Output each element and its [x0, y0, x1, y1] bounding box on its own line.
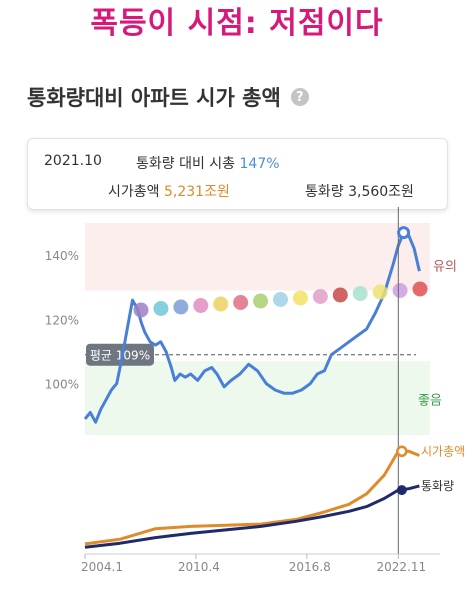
series-label-market-cap: 시가총액 [421, 444, 465, 458]
decorative-dot [213, 296, 229, 312]
x-tick-label: 2022.11 [377, 560, 427, 574]
ratio-cursor-point [397, 226, 411, 240]
headline: 폭등이 시점: 저점이다 [90, 6, 384, 41]
decorative-dot [233, 295, 249, 310]
decorative-dot [392, 283, 408, 298]
tooltip-mcap-value: 5,231조원 [163, 184, 230, 200]
decorative-dot [312, 289, 328, 304]
tooltip-ratio-label: 통화량 대비 시총 [136, 156, 236, 172]
tooltip-market-cap: 시가총액 5,231조원 [108, 181, 230, 201]
decorative-dot [153, 301, 169, 316]
decorative-dot [193, 298, 209, 313]
average-label: 평균 109% [90, 349, 150, 363]
ratio-series-line [83, 231, 421, 424]
decorative-dot [352, 286, 368, 301]
market-cap-cursor-point [396, 445, 408, 458]
decorative-dot [412, 281, 428, 297]
x-tick-label: 2016.8 [289, 560, 331, 574]
caution-zone [85, 223, 430, 291]
zone-label-good: 좋음 [418, 394, 442, 409]
question-circle-icon[interactable]: ? [290, 88, 309, 106]
decorative-dot [173, 299, 189, 315]
market-cap-series-line [84, 449, 420, 546]
y-tick-label: 120% [45, 313, 79, 327]
tooltip-money-label: 통화량 [305, 184, 344, 200]
money-supply-series-line [84, 484, 420, 549]
y-tick-label: 140% [45, 249, 79, 263]
tooltip-money-value: 3,560조원 [348, 184, 414, 200]
tooltip-mcap-label: 시가총액 [108, 184, 160, 200]
tooltip-ratio: 통화량 대비 시총 147% [136, 153, 280, 173]
chart-header: 통화량대비 아파트 시가 총액 ? [27, 82, 309, 112]
average-badge [86, 343, 154, 366]
zone-label-caution: 유의 [433, 259, 457, 274]
decorative-dot [273, 292, 288, 307]
data-tooltip: 2021.10 통화량 대비 시총 147% 시가총액 5,231조원 통화량 … [27, 138, 448, 210]
chart-title: 통화량대비 아파트 시가 총액 [27, 86, 281, 110]
series-label-money-supply: 통화량 [421, 479, 454, 493]
tooltip-date: 2021.10 [44, 153, 102, 169]
y-tick-label: 100% [45, 378, 79, 392]
x-tick-label: 2010.4 [178, 560, 220, 574]
decorative-dot [372, 284, 388, 300]
tooltip-money-supply: 통화량 3,560조원 [305, 181, 414, 201]
decorative-dot [292, 290, 308, 306]
money-supply-cursor-point [396, 485, 407, 496]
x-tick-label: 2004.1 [81, 560, 123, 574]
tooltip-ratio-value: 147% [239, 156, 280, 172]
decorative-dot [253, 293, 269, 309]
decorative-dot [133, 302, 149, 318]
decorative-dot [332, 287, 348, 303]
